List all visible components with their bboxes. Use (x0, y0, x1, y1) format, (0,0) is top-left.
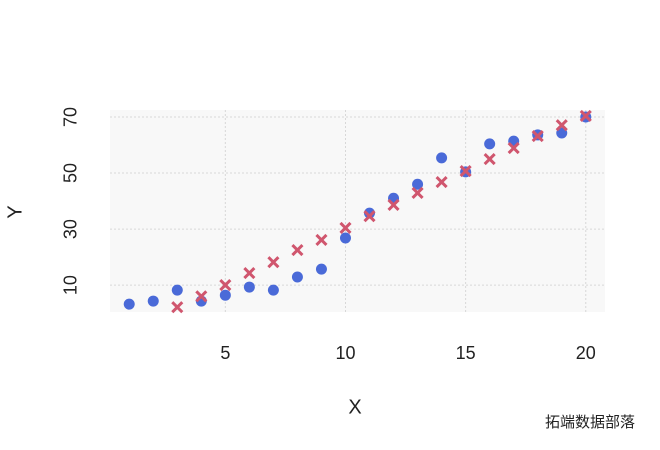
point (436, 152, 448, 164)
point (291, 244, 304, 257)
point (243, 281, 255, 293)
point (243, 266, 256, 280)
point (411, 186, 424, 199)
point (459, 165, 472, 178)
point (507, 142, 520, 155)
point (531, 129, 544, 143)
point (123, 298, 135, 310)
point (435, 175, 448, 189)
point (219, 289, 231, 301)
point (219, 279, 232, 292)
x-tick-label: 10 (335, 343, 355, 363)
point (412, 178, 424, 190)
point (579, 109, 592, 122)
y-tick-label: 10 (61, 275, 81, 295)
point (315, 263, 327, 275)
y-tick-label: 50 (61, 163, 81, 183)
point (556, 127, 568, 139)
point (483, 152, 496, 166)
point (171, 301, 184, 314)
point (364, 207, 376, 219)
point (267, 256, 280, 269)
y-tick-label: 30 (61, 219, 81, 239)
x-tick-label: 20 (576, 343, 596, 363)
point (387, 198, 400, 212)
point (484, 138, 496, 150)
point (339, 232, 351, 244)
watermark: 拓端数据部落 (545, 414, 635, 431)
point (171, 284, 183, 296)
point (363, 210, 376, 223)
point (147, 295, 159, 307)
point (555, 119, 568, 132)
point (267, 284, 279, 296)
plot-panel (110, 110, 605, 312)
point (291, 271, 303, 283)
x-tick-label: 15 (456, 343, 476, 363)
point (195, 290, 208, 303)
y-tick-label: 70 (61, 107, 81, 127)
x-axis-title: X (348, 396, 361, 418)
point (339, 221, 352, 235)
x-tick-label: 5 (220, 343, 230, 363)
y-axis-title: Y (4, 205, 26, 218)
point (315, 233, 328, 247)
